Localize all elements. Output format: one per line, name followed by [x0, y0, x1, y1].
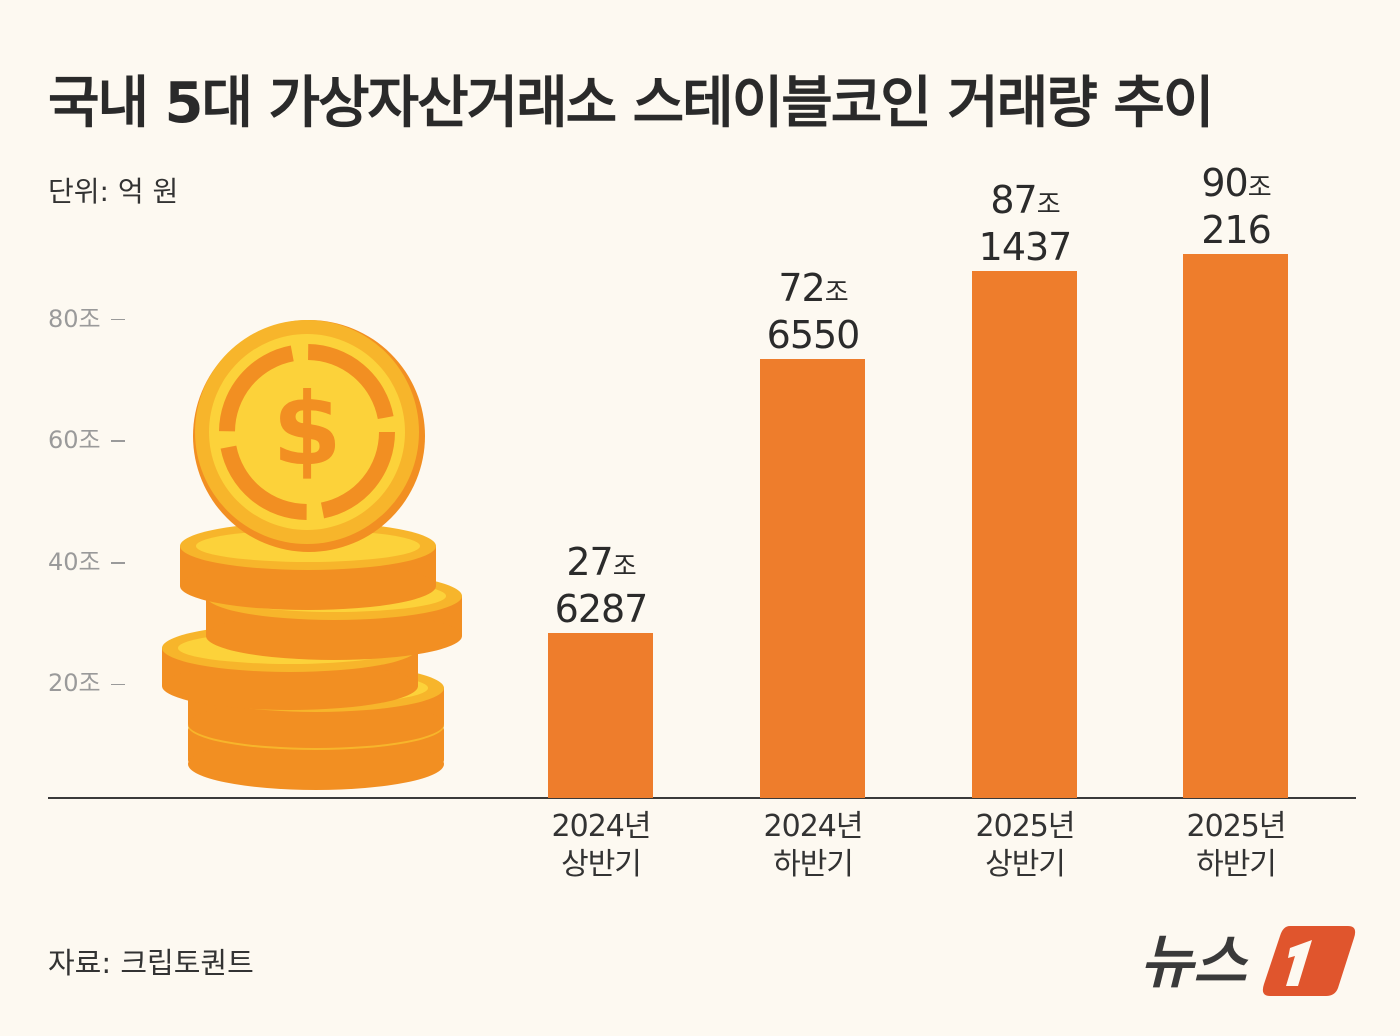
data-label-eok: 1437: [978, 225, 1073, 270]
y-tick-text: 20조: [48, 669, 101, 698]
svg-text:뉴스: 뉴스: [1140, 928, 1249, 996]
y-tick-label: 60조: [48, 420, 125, 455]
x-tick-label: 2025년 상반기: [935, 808, 1115, 884]
source-note: 자료: 크립토퀀트: [48, 946, 254, 980]
x-tick-half: 상반기: [561, 847, 642, 882]
y-tick-label: 80조: [48, 299, 125, 334]
x-tick-half: 하반기: [773, 847, 854, 882]
bar: [972, 271, 1077, 798]
news1-logo: 뉴스: [1140, 926, 1356, 996]
data-label-eok: 216: [1201, 207, 1272, 252]
y-tick-text: 80조: [48, 304, 101, 333]
x-tick-label: 2025년 하반기: [1146, 808, 1326, 884]
data-label-unit: 조: [612, 552, 637, 583]
data-label-jo: 90: [1201, 160, 1248, 205]
y-tick-mark: [110, 318, 125, 321]
y-tick-label: 40조: [48, 542, 125, 577]
bar: [1183, 253, 1288, 798]
x-tick-year: 2025년: [975, 809, 1076, 844]
data-label-eok: 6550: [766, 313, 861, 358]
y-tick-mark: [110, 683, 125, 686]
data-label-unit: 조: [1036, 190, 1061, 221]
data-label-jo: 72: [778, 266, 825, 311]
data-label-unit: 조: [824, 278, 849, 309]
data-label-eok: 6287: [554, 587, 649, 632]
data-label: 90조 216: [1146, 162, 1326, 251]
x-tick-year: 2024년: [763, 809, 864, 844]
bar: [760, 359, 865, 798]
data-label-jo: 87: [990, 178, 1037, 223]
y-tick-label: 20조: [48, 663, 125, 698]
svg-text:$: $: [272, 371, 342, 488]
unit-label: 단위: 억 원: [48, 175, 179, 208]
x-tick-half: 하반기: [1196, 847, 1277, 882]
chart-title: 국내 5대 가상자산거래소 스테이블코인 거래량 추이: [48, 71, 1214, 136]
data-label-unit: 조: [1247, 172, 1272, 203]
data-label: 27조 6287: [511, 541, 691, 630]
y-tick-mark: [110, 440, 125, 442]
data-label: 72조 6550: [723, 267, 903, 356]
y-tick-mark: [110, 562, 125, 564]
data-label-jo: 27: [566, 540, 613, 585]
bar: [548, 633, 653, 798]
x-tick-label: 2024년 상반기: [511, 808, 691, 884]
x-tick-year: 2025년: [1186, 809, 1287, 844]
x-tick-label: 2024년 하반기: [723, 808, 903, 884]
y-tick-text: 60조: [48, 426, 101, 455]
data-label: 87조 1437: [935, 179, 1115, 268]
x-tick-half: 상반기: [985, 847, 1066, 882]
coin-stack-illustration: $: [162, 320, 462, 790]
y-tick-text: 40조: [48, 547, 101, 576]
x-tick-year: 2024년: [551, 809, 652, 844]
dollar-coin-icon: $: [193, 320, 425, 552]
x-axis-baseline: [48, 797, 1356, 799]
